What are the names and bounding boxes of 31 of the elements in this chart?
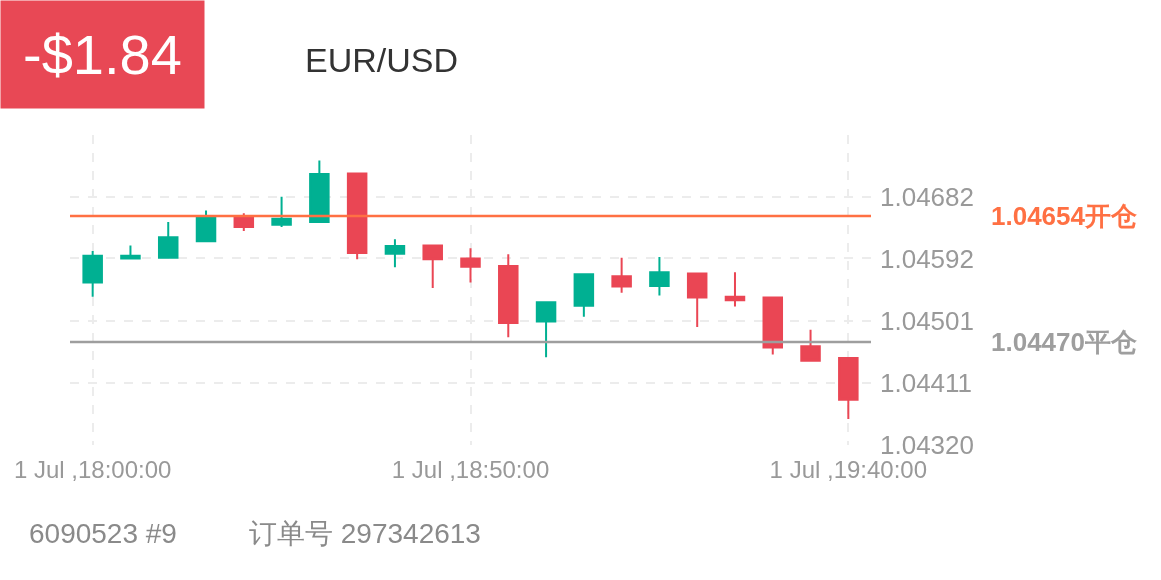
ref-line-label: 1.04470平仓 — [991, 327, 1137, 357]
y-tick-label: 1.04501 — [880, 305, 974, 336]
candlestick — [498, 253, 519, 339]
ref-line-label: 1.04654开仓 — [991, 201, 1137, 231]
candlestick — [195, 209, 217, 243]
candlestick — [460, 247, 481, 284]
candlestick — [271, 195, 292, 228]
candlestick — [800, 328, 821, 363]
candlestick — [649, 256, 670, 297]
candlestick — [535, 301, 557, 359]
chart-title: -$1.84 — [23, 23, 182, 86]
text: 6090523 #9 — [29, 518, 177, 549]
y-tick-label: 1.04682 — [880, 181, 974, 212]
chart-subtitle: EUR/USD — [305, 41, 459, 79]
candlestick — [82, 249, 103, 298]
candlestick — [384, 238, 406, 269]
candlestick — [686, 272, 708, 329]
candlestick — [838, 356, 859, 420]
candlestick — [157, 221, 179, 259]
text: 订单号 297342613 — [249, 518, 481, 549]
y-tick-label: 1.04411 — [880, 367, 973, 398]
x-tick-label: 1 Jul ,18:00:00 — [13, 456, 172, 483]
candlestick — [724, 271, 746, 308]
y-tick-label: 1.04592 — [880, 243, 974, 274]
candlestick — [309, 159, 330, 224]
x-tick-label: 1 Jul ,18:50:00 — [391, 456, 550, 483]
candlestick — [611, 256, 632, 294]
candlestick — [573, 273, 595, 318]
candlestick — [346, 172, 368, 261]
candlestick — [762, 296, 784, 356]
candlestick — [422, 244, 443, 289]
